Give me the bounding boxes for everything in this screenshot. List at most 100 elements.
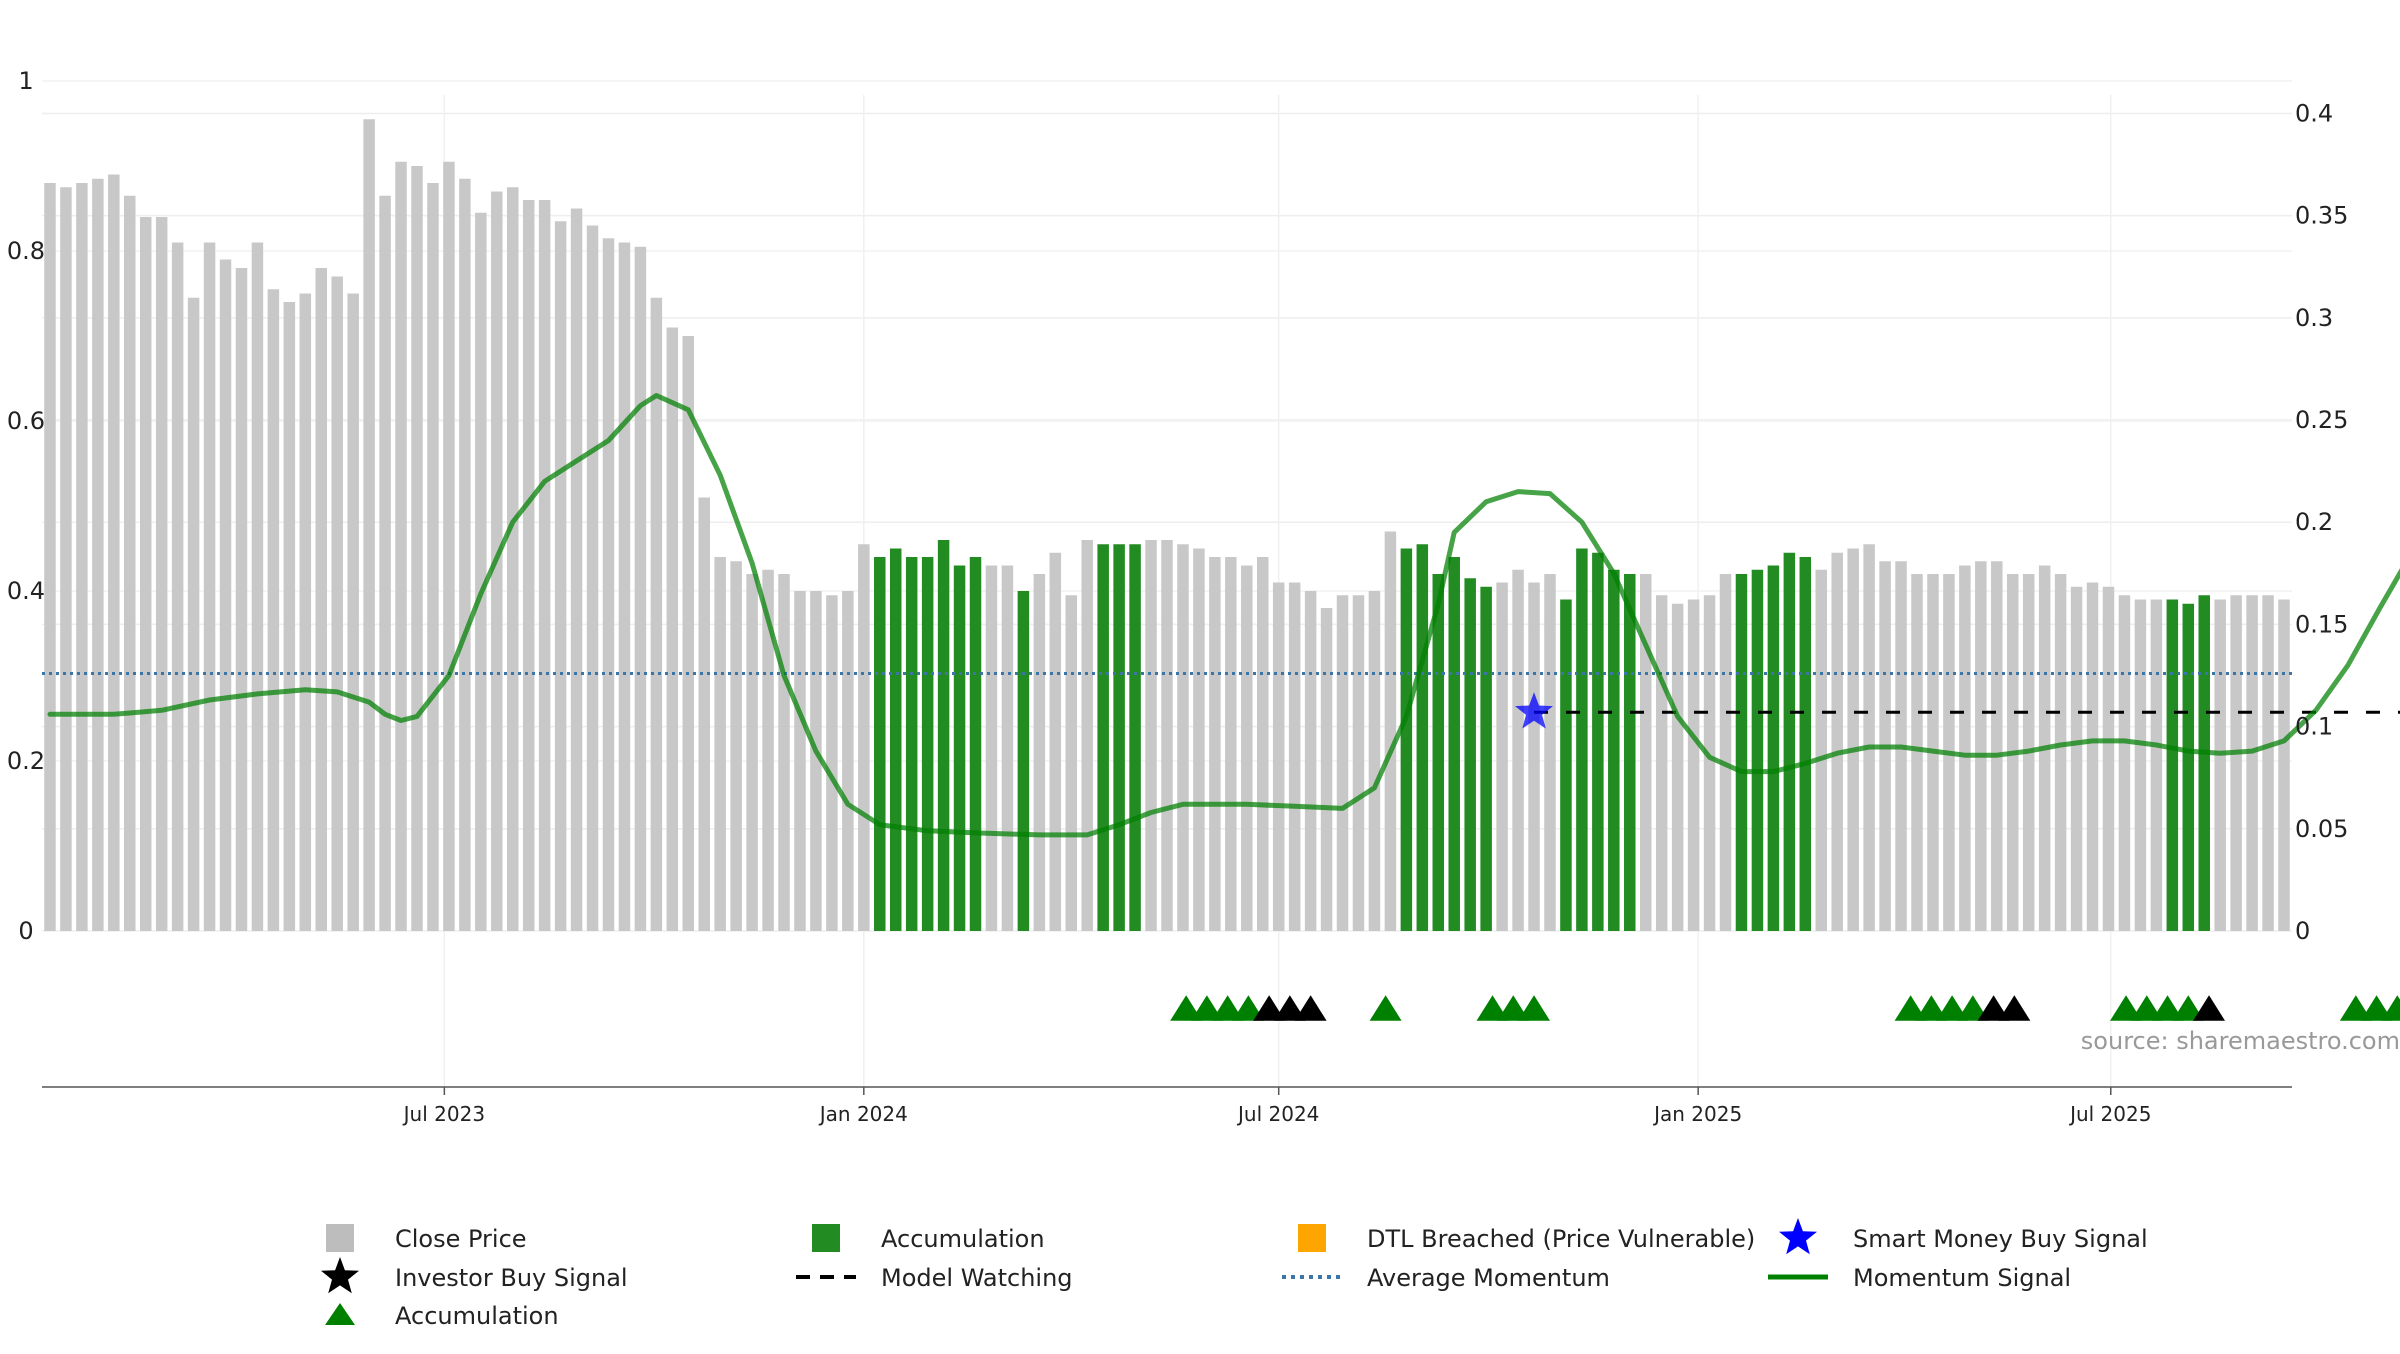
close-price-bar [283,302,296,931]
legend-item: Accumulation [812,1224,1045,1253]
smart-money-buy-star [1515,692,1553,729]
close-price-bar [139,217,152,931]
x-tick-label: Jul 2023 [402,1102,485,1126]
legend-item: DTL Breached (Price Vulnerable) [1298,1224,1755,1253]
legend: Close Price Accumulation DTL Breached (Pri… [321,1218,2148,1330]
accumulation-bar [1767,565,1780,931]
close-price-bar [1639,574,1652,931]
close-price-bar [1815,569,1827,931]
y-left-tick-label: 0.4 [7,577,45,605]
close-price-bar [1209,557,1221,931]
accumulation-bar [1592,552,1604,931]
accumulation-bar [1624,574,1636,931]
y-right-tick-label: 0.05 [2295,815,2348,843]
close-price-bar [2246,595,2258,931]
close-price-bar [443,161,455,931]
legend-item: Momentum Signal [1768,1264,2071,1292]
close-price-bar [1655,595,1668,931]
close-price-bar [363,119,375,931]
legend-item: Model Watching [796,1264,1073,1292]
close-price-bar [1241,565,1253,931]
source-note: source: sharemaestro.com [2081,1027,2400,1055]
legend-label: Model Watching [881,1264,1073,1292]
close-price-bar [203,242,216,931]
close-price-bar [1336,595,1349,931]
close-price-bar [187,297,200,931]
accumulation-bar [905,557,918,931]
close-price-bar [714,557,726,931]
close-price-bar [315,268,327,931]
axis-layer: 0 0.2 0.4 0.6 0.8 1 0 0.05 0.1 0.15 0.2 0.25 0.3 0.35… [7,67,2349,1126]
y-right-tick-label: 0.25 [2295,406,2348,434]
close-price-bar [76,183,88,931]
accumulation-bar [1751,569,1764,931]
accumulation-bar [1608,569,1620,931]
accumulation-bar [874,557,886,931]
close-price-bar [2214,599,2226,931]
close-price-bar [1671,603,1684,931]
close-price-bar [507,187,519,931]
close-price-bar [124,195,136,931]
accumulation-bar [1129,544,1141,931]
close-price-bar [1001,565,1014,931]
close-price-bar [1225,557,1237,931]
close-price-bar [427,183,439,931]
close-price-bar [1177,544,1189,931]
close-price-bar [1288,582,1301,931]
accumulation-triangle-marker [1476,995,1509,1021]
close-price-bar [2262,595,2274,931]
accumulation-triangle-marker [1211,995,1244,1021]
close-price-bar [1911,574,1923,931]
legend-marker-square [1298,1224,1326,1252]
accumulation-triangle-marker [2339,995,2372,1021]
close-price-bar [92,178,104,931]
close-price-bar [2230,595,2242,931]
close-price-bar [1703,595,1716,931]
close-price-bar [459,178,471,931]
close-price-bar [1496,582,1508,931]
close-price-bar [1272,582,1285,931]
close-price-bar [810,591,822,931]
legend-label: Close Price [395,1225,527,1253]
accumulation-triangle-marker [1936,995,1969,1021]
legend-item: Average Momentum [1282,1264,1610,1292]
close-price-bar [602,238,615,931]
close-price-bar [650,297,663,931]
accumulation-bar [1448,557,1460,931]
accumulation-bar [953,565,966,931]
close-price-bar [554,221,567,931]
legend-label: Accumulation [395,1302,559,1330]
accumulation-bar [1735,574,1748,931]
accumulation-triangle-marker [1190,995,1223,1021]
close-price-bar [2102,586,2115,931]
close-price-bar [2150,599,2163,931]
accumulation-triangle-marker [1170,995,1203,1021]
x-tick-label: Jan 2025 [1652,1102,1742,1126]
x-tick-label: Jul 2024 [1236,1102,1319,1126]
close-price-bar [730,561,742,931]
accumulation-bar [1560,599,1572,931]
y-right-tick-label: 0 [2295,917,2310,945]
accumulation-triangle-marker [1253,995,1286,1021]
legend-item: Accumulation [325,1302,559,1330]
close-price-bar [1320,608,1333,931]
close-price-bar [1512,569,1524,931]
close-price-bar [1528,582,1540,931]
legend-item: Smart Money Buy Signal [1779,1218,2148,1255]
accumulation-bar [2166,599,2179,931]
accumulation-bar [1464,578,1476,931]
close-price-bar [219,259,232,931]
close-price-bar [251,242,264,931]
close-price-bar [267,289,280,931]
y-left-tick-label: 0.2 [7,747,45,775]
accumulation-bar [1799,557,1812,931]
legend-marker-star [321,1257,359,1294]
accumulation-triangle-marker [1294,995,1327,1021]
legend-label: Average Momentum [1367,1264,1610,1292]
accumulation-bar [1576,548,1588,931]
accumulation-bar [1017,591,1030,931]
close-price-bar [1831,552,1843,931]
close-price-bar [618,242,631,931]
y-left-tick-label: 0.6 [7,407,45,435]
accumulation-triangle-layer [1170,995,2400,1021]
